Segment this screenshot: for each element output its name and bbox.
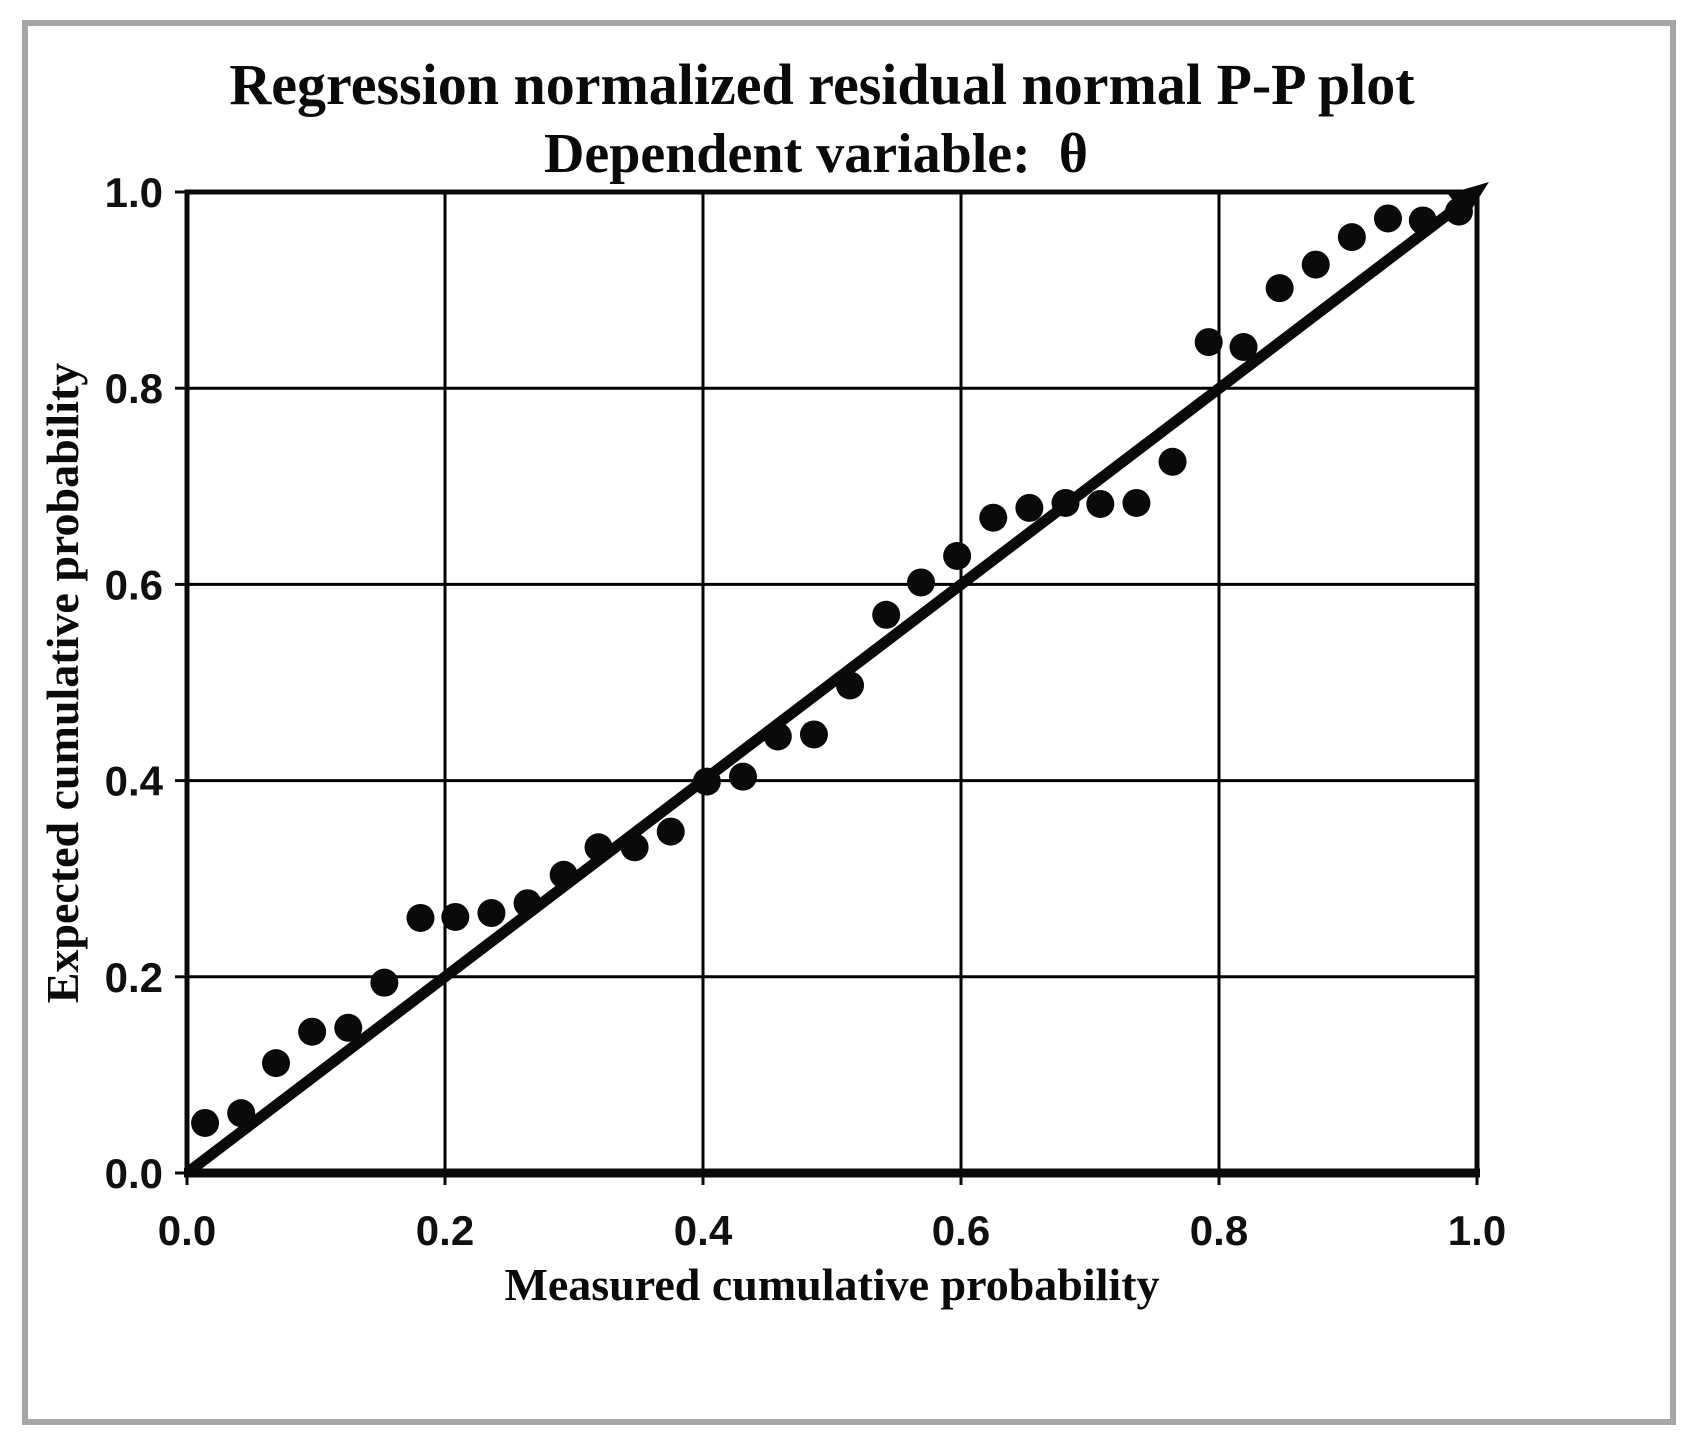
plot-frame-layer [184, 189, 1480, 1178]
data-point [584, 833, 613, 862]
grid-layer [187, 192, 1477, 1173]
data-point [872, 600, 901, 629]
data-point [979, 503, 1008, 532]
data-point [799, 720, 828, 749]
x-tick-label: 0.0 [158, 1207, 216, 1254]
x-tick-label: 0.4 [674, 1207, 733, 1254]
data-point [1373, 204, 1402, 233]
data-point [1158, 447, 1187, 476]
data-point [1229, 332, 1258, 361]
x-tick-label: 0.6 [932, 1207, 990, 1254]
data-point [549, 860, 578, 889]
data-point [262, 1049, 291, 1078]
data-point [227, 1099, 256, 1128]
data-point [620, 833, 649, 862]
x-tick-label: 1.0 [1448, 1207, 1506, 1254]
x-axis-title: Measured cumulative probability [504, 1259, 1159, 1310]
tick-layer: 0.0 0.2 0.4 0.6 0.8 1.0 0.0 0.2 0.4 0.6 0.8 1.0 [105, 169, 1507, 1254]
data-point [1015, 493, 1044, 522]
outer-frame [22, 20, 1676, 1425]
y-tick-label: 0.8 [105, 365, 163, 412]
chart-subtitle: Dependent variable: θ [544, 123, 1088, 185]
data-point [477, 899, 506, 928]
y-tick-label: 0.0 [105, 1150, 163, 1197]
data-point [907, 568, 936, 597]
data-point [441, 902, 470, 931]
data-point [298, 1017, 327, 1046]
data-point [513, 889, 542, 918]
data-point [1265, 274, 1294, 303]
data-point-layer [191, 197, 1473, 1137]
data-point [836, 671, 865, 700]
data-point [1086, 489, 1115, 518]
data-point [1301, 250, 1330, 279]
data-point [1051, 488, 1080, 517]
y-tick-label: 0.2 [105, 954, 163, 1001]
y-tick-label: 0.6 [105, 561, 163, 608]
data-point [370, 968, 399, 997]
chart-title: Regression normalized residual normal P-… [229, 52, 1415, 117]
data-point [1122, 488, 1151, 517]
data-point [334, 1013, 363, 1042]
y-tick-label: 0.4 [105, 758, 164, 805]
data-point [656, 817, 685, 846]
data-point [1444, 197, 1473, 226]
x-tick-label: 0.2 [416, 1207, 474, 1254]
reference-line [183, 201, 1463, 1178]
reference-line-layer [183, 182, 1489, 1178]
y-tick-label: 1.0 [105, 169, 163, 216]
data-point [692, 767, 721, 796]
data-point [728, 762, 757, 791]
data-point [191, 1108, 220, 1137]
data-point [943, 541, 972, 570]
data-point [406, 903, 435, 932]
reference-line-arrowhead [1448, 182, 1489, 218]
data-point [1194, 328, 1223, 357]
data-point [1337, 223, 1366, 252]
y-axis-title: Expected cumulative probability [37, 363, 88, 1004]
data-point [763, 722, 792, 751]
data-point [1408, 206, 1437, 235]
x-tick-label: 0.8 [1190, 1207, 1248, 1254]
